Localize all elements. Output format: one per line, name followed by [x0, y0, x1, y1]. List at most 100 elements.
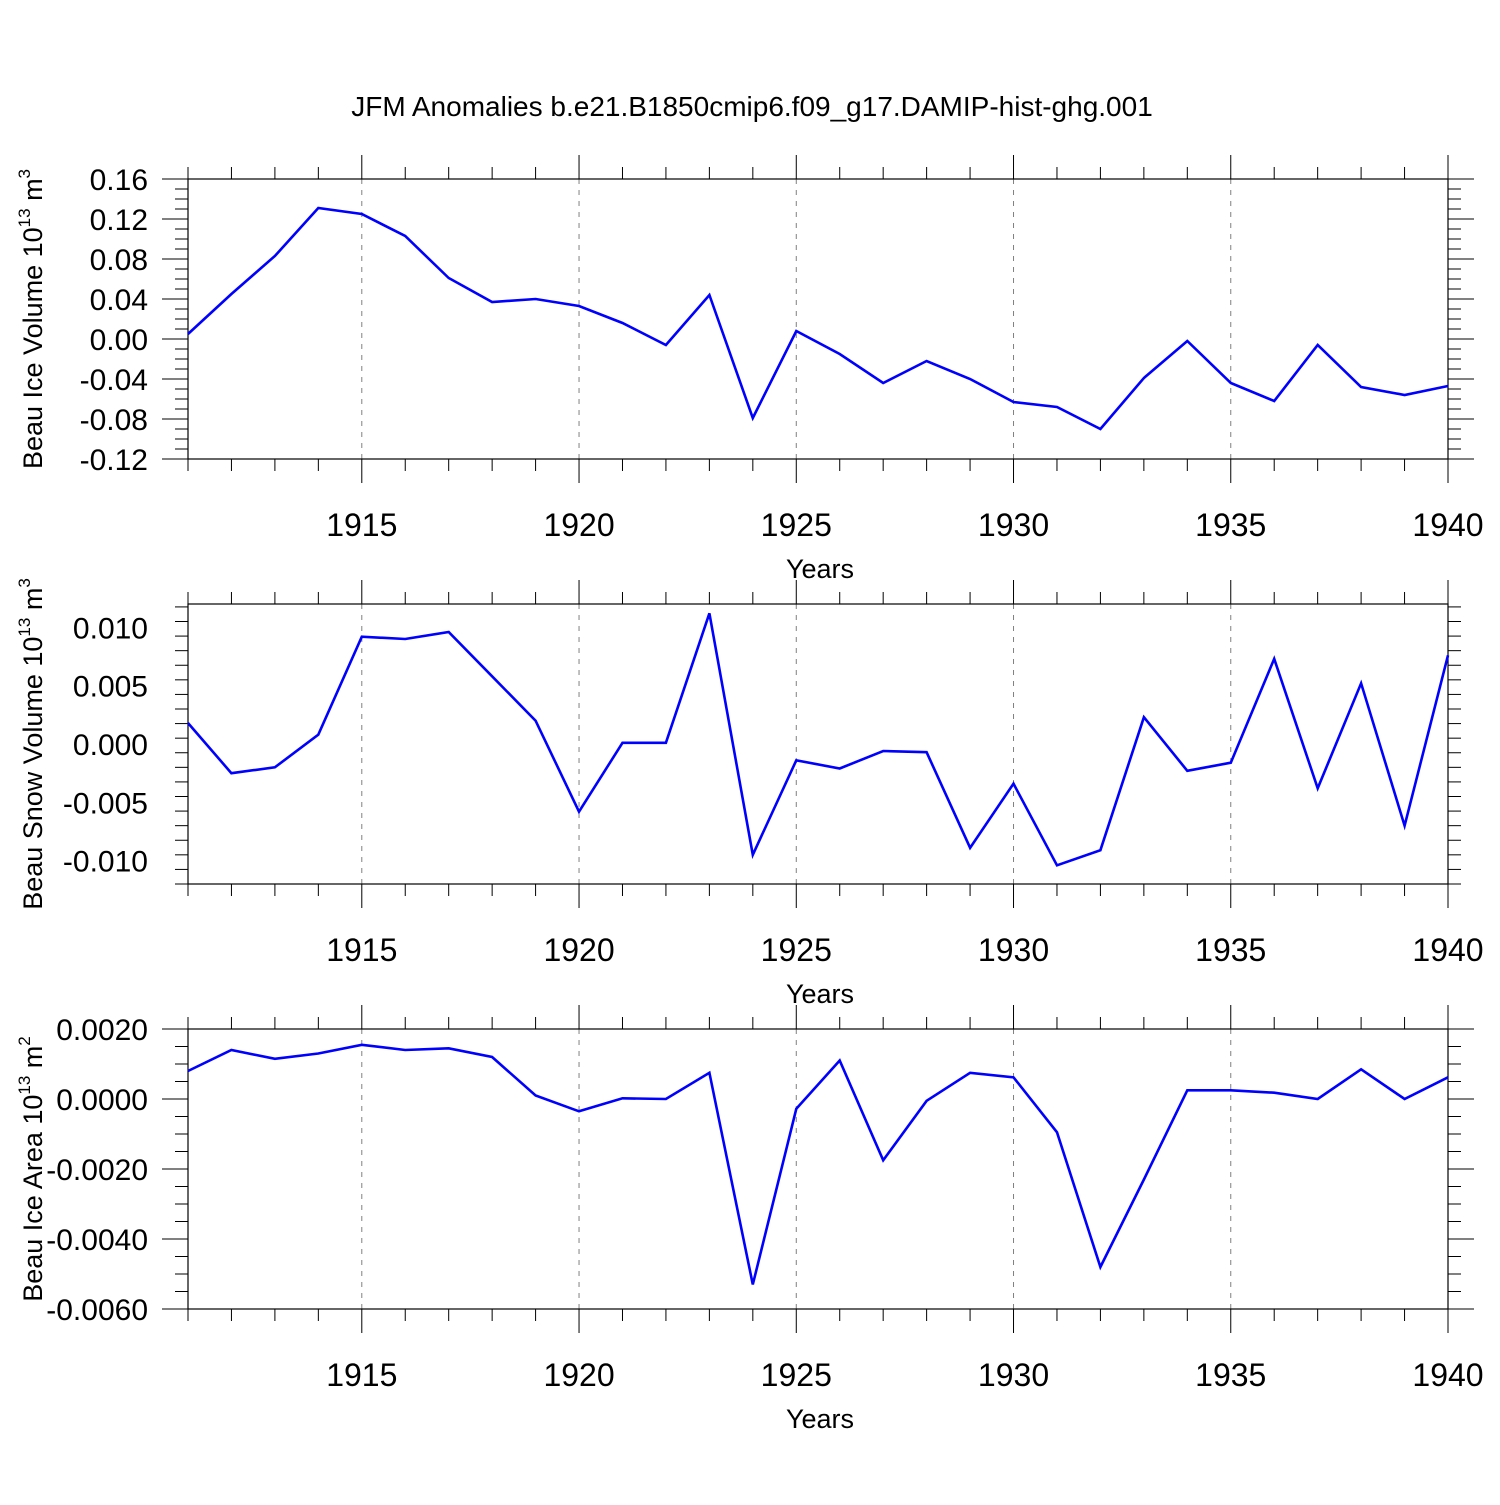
data-point-1913	[273, 254, 277, 258]
data-point-1931	[1055, 1130, 1059, 1134]
data-point-1918	[490, 674, 494, 678]
data-point-1923	[707, 1071, 711, 1075]
y-tick-label: -0.0040	[46, 1224, 148, 1257]
series-line	[187, 1043, 1449, 1285]
data-point-1934	[1185, 1088, 1189, 1092]
data-point-1916	[403, 1048, 407, 1052]
data-point-1927	[881, 1158, 885, 1162]
data-point-1936	[1272, 399, 1276, 403]
y-label-main: Beau Snow Volume 10	[18, 637, 48, 910]
panel-snow-volume: -0.010 -0.005 0.000 0.005 0.010 1915 1920 1925 1…	[15, 578, 1484, 1009]
y-tick-label: 0.010	[73, 612, 148, 645]
data-point-1911	[186, 332, 190, 336]
y-tick-label: -0.12	[80, 444, 148, 477]
y-axis-label: Beau Ice Volume 1013 m3	[15, 169, 48, 469]
x-tick-label: 1940	[1412, 1357, 1483, 1393]
data-point-1932	[1098, 848, 1102, 852]
y-label-exponent: 13	[15, 208, 34, 227]
data-point-1933	[1142, 376, 1146, 380]
panel-ice-volume: -0.12 -0.08 -0.04 0.00 0.04 0.08 0.12 0.16 1915 1…	[15, 155, 1484, 584]
data-point-1912	[229, 771, 233, 775]
data-point-1932	[1098, 1265, 1102, 1269]
data-point-1929	[968, 377, 972, 381]
data-point-1928	[925, 359, 929, 363]
data-point-1928	[925, 750, 929, 754]
data-point-1925	[794, 329, 798, 333]
y-tick-label: 0.005	[73, 671, 148, 704]
data-point-1934	[1185, 769, 1189, 773]
x-tick-label: 1915	[326, 932, 397, 968]
y-axis-label: Beau Snow Volume 1013 m3	[15, 578, 48, 910]
x-axis-label: Years	[786, 554, 854, 584]
series-line	[187, 206, 1449, 431]
data-point-1913	[273, 765, 277, 769]
data-point-1915	[360, 1043, 364, 1047]
data-point-1924	[751, 853, 755, 857]
data-point-1915	[360, 635, 364, 639]
x-tick-label: 1930	[978, 507, 1049, 543]
x-tick-label: 1935	[1195, 507, 1266, 543]
data-point-1917	[447, 1046, 451, 1050]
y-tick-label: -0.08	[80, 404, 148, 437]
data-point-1939	[1403, 1097, 1407, 1101]
data-point-1917	[447, 630, 451, 634]
data-point-1914	[316, 1052, 320, 1056]
y-tick-label: 0.04	[90, 284, 148, 317]
data-point-1919	[534, 719, 538, 723]
data-point-1937	[1316, 1097, 1320, 1101]
data-point-1940	[1446, 384, 1450, 388]
data-point-1926	[838, 767, 842, 771]
x-tick-label: 1925	[761, 932, 832, 968]
data-point-1922	[664, 343, 668, 347]
data-point-1921	[620, 321, 624, 325]
data-point-1922	[664, 741, 668, 745]
y-tick-label: 0.000	[73, 729, 148, 762]
data-point-1939	[1403, 393, 1407, 397]
data-point-1929	[968, 1071, 972, 1075]
data-point-1933	[1142, 715, 1146, 719]
data-point-1934	[1185, 339, 1189, 343]
data-point-1938	[1359, 1067, 1363, 1071]
x-tick-label: 1930	[978, 1357, 1049, 1393]
y-label-main: Beau Ice Area 10	[18, 1095, 48, 1302]
data-point-1926	[838, 1059, 842, 1063]
plot-frame	[187, 603, 1449, 885]
x-tick-label: 1915	[326, 1357, 397, 1393]
x-axis-label: Years	[786, 1404, 854, 1434]
x-tick-label: 1930	[978, 932, 1049, 968]
y-tick-label: 0.16	[90, 164, 148, 197]
data-point-1936	[1272, 657, 1276, 661]
y-tick-label: 0.0020	[56, 1014, 148, 1047]
y-label-unit-power: 2	[15, 1036, 34, 1045]
y-label-unit-power: 3	[15, 169, 34, 178]
data-point-1938	[1359, 681, 1363, 685]
data-point-1935	[1229, 761, 1233, 765]
data-point-1919	[534, 297, 538, 301]
y-tick-label: -0.005	[63, 787, 148, 820]
y-tick-label: 0.0000	[56, 1084, 148, 1117]
panel-ice-area: -0.0060 -0.0040 -0.0020 0.0000 0.0020 1915 192…	[15, 1005, 1484, 1434]
data-point-1922	[664, 1097, 668, 1101]
y-label-unit-power: 3	[15, 578, 34, 587]
series-line	[187, 612, 1450, 867]
data-point-1931	[1055, 405, 1059, 409]
data-point-1921	[620, 741, 624, 745]
data-point-1918	[490, 1055, 494, 1059]
data-point-1933	[1142, 1178, 1146, 1182]
data-point-1920	[577, 810, 581, 814]
data-point-1920	[577, 1109, 581, 1113]
data-point-1936	[1272, 1091, 1276, 1095]
y-label-main: Beau Ice Volume 10	[18, 227, 48, 469]
data-point-1924	[751, 416, 755, 420]
data-point-1930	[1012, 1075, 1016, 1079]
y-tick-label: 0.08	[90, 244, 148, 277]
data-point-1915	[360, 212, 364, 216]
data-point-1927	[881, 381, 885, 385]
data-point-1916	[403, 234, 407, 238]
data-point-1940	[1446, 653, 1450, 657]
data-point-1914	[316, 733, 320, 737]
x-tick-label: 1920	[543, 932, 614, 968]
data-point-1925	[794, 758, 798, 762]
data-point-1927	[881, 749, 885, 753]
